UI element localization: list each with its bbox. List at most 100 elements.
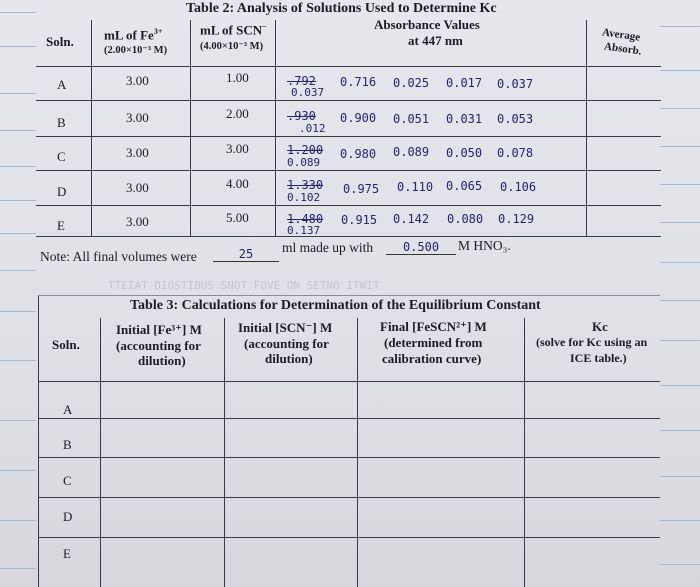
table2-header-absorbance: Absorbance Values — [374, 17, 480, 32]
row-a-abs3: 0.025 — [393, 76, 430, 90]
row-d-soln: D — [57, 184, 67, 199]
table3-header-kc: Kc — [592, 319, 608, 334]
table2-header-wavelength: at 447 nm — [408, 33, 463, 48]
fe-label: mL of Fe — [104, 27, 154, 43]
table3-col-rule — [524, 318, 525, 587]
row-d-abs1-struck: 1.330 — [287, 178, 324, 192]
row-d-abs3: 0.110 — [397, 180, 434, 194]
row-b-abs4: 0.031 — [446, 112, 483, 126]
bleed-through-text: TTEIAT DIOSTIBUS SNOT FOVE ON SETNO ITWI… — [108, 279, 380, 292]
row-e-abs4: 0.080 — [447, 212, 484, 226]
row-b-abs3: 0.051 — [393, 112, 430, 126]
note-volume: 25 — [213, 247, 279, 262]
table2-col-rule — [190, 20, 191, 236]
table2-note-start: Note: All final volumes were — [40, 249, 197, 264]
ruled-line — [0, 130, 36, 131]
table3-header-scn: Initial [SCN⁻] M — [238, 320, 333, 335]
table3-title: Table 3: Calculations for Determination … — [130, 298, 541, 313]
ruled-line — [660, 184, 700, 185]
table2-header-fe-conc: (2.00×10⁻³ M) — [104, 45, 168, 56]
row-a-soln: A — [57, 77, 67, 92]
row-e-abs5: 0.129 — [498, 212, 535, 226]
table3-col-rule — [224, 318, 225, 587]
row-b-abs5: 0.053 — [497, 112, 534, 126]
table3-row-rule — [38, 537, 660, 538]
row-d-abs2: 0.975 — [343, 182, 380, 196]
row-a-fe: 3.00 — [126, 73, 149, 88]
table2-note-volume-blank: 25 — [213, 246, 279, 262]
table3-row-a: A — [63, 402, 73, 417]
row-a-abs1-struck: .792 — [287, 74, 316, 88]
row-a-abs2: 0.716 — [340, 75, 377, 89]
ruled-line — [0, 46, 36, 47]
ruled-line — [660, 385, 700, 386]
table2-col-rule — [275, 20, 276, 236]
row-c-abs3: 0.089 — [393, 145, 430, 159]
ruled-line — [0, 233, 36, 234]
row-c-abs2: 0.980 — [340, 147, 377, 161]
ruled-line — [0, 200, 36, 201]
table3-row-rule — [38, 497, 660, 498]
ruled-line — [660, 340, 700, 341]
row-d-scn: 4.00 — [226, 176, 249, 191]
table2-note-molarity-blank: 0.500 — [386, 239, 456, 255]
table3-header-scn-note2: dilution) — [265, 351, 313, 366]
table2-header-soln: Soln. — [46, 34, 74, 49]
row-c-scn: 3.00 — [226, 141, 249, 156]
table3-col-rule — [100, 318, 101, 587]
table2-col-rule — [586, 20, 587, 236]
table3-col-rule — [38, 296, 39, 587]
table3-header-soln: Soln. — [52, 337, 80, 352]
row-b-scn: 2.00 — [226, 106, 249, 121]
ruled-line — [0, 470, 36, 471]
table3-header-fescn: Final [FeSCN²⁺] M — [380, 319, 487, 334]
ruled-line — [660, 146, 700, 147]
row-c-abs5: 0.078 — [497, 146, 534, 160]
table2-header-scn-conc: (4.00×10⁻³ M) — [200, 41, 264, 52]
ruled-line — [660, 564, 700, 565]
ruled-line — [660, 222, 700, 223]
row-a-abs4: 0.017 — [446, 76, 483, 90]
row-b-abs1: .012 — [299, 122, 326, 135]
table2-row-rule — [36, 100, 661, 101]
row-d-abs5: 0.106 — [500, 180, 537, 194]
table2-bottom-rule — [36, 236, 661, 237]
row-b-abs2: 0.900 — [340, 111, 377, 125]
row-a-scn: 1.00 — [226, 70, 249, 85]
table2-row-rule — [36, 170, 661, 171]
ruled-line — [0, 568, 36, 569]
ruled-line — [0, 166, 36, 167]
ruled-line — [0, 311, 36, 312]
ruled-line — [660, 70, 700, 71]
table2-header-fe: mL of Fe3+ — [104, 27, 162, 43]
table2-row-rule — [36, 205, 661, 206]
ruled-line — [0, 270, 36, 271]
table3-col-rule — [357, 318, 358, 587]
row-d-abs4: 0.065 — [446, 179, 483, 193]
row-e-abs2: 0.915 — [341, 213, 378, 227]
table2-header-rule — [36, 66, 661, 67]
row-b-soln: B — [57, 115, 66, 130]
table2-note-middle: ml made up with — [282, 240, 374, 255]
table3-header-fe-note: (accounting for — [116, 338, 201, 353]
ruled-line — [660, 430, 700, 431]
table3-header-kc-note: (solve for Kc using an — [536, 335, 648, 349]
table3-header-fe: Initial [Fe³⁺] M — [116, 322, 202, 337]
table3-header-fe-note2: dilution) — [138, 353, 186, 368]
row-e-abs1: 0.137 — [287, 224, 321, 237]
note-molarity: 0.500 — [386, 240, 456, 255]
table3-row-b: B — [63, 437, 72, 452]
ruled-line — [660, 476, 700, 477]
table3-header-scn-note: (accounting for — [244, 336, 329, 351]
row-b-abs1-struck: .930 — [287, 109, 316, 123]
table2-row-rule — [36, 136, 661, 137]
ruled-line — [660, 262, 700, 263]
table3-header-rule — [38, 381, 660, 382]
ruled-line — [0, 93, 36, 94]
row-e-abs1-struck: 1.480 — [287, 212, 324, 226]
scn-label: mL of SCN — [200, 22, 263, 38]
table3-row-rule — [38, 457, 660, 458]
row-c-fe: 3.00 — [126, 145, 149, 160]
ruled-line — [660, 108, 700, 109]
